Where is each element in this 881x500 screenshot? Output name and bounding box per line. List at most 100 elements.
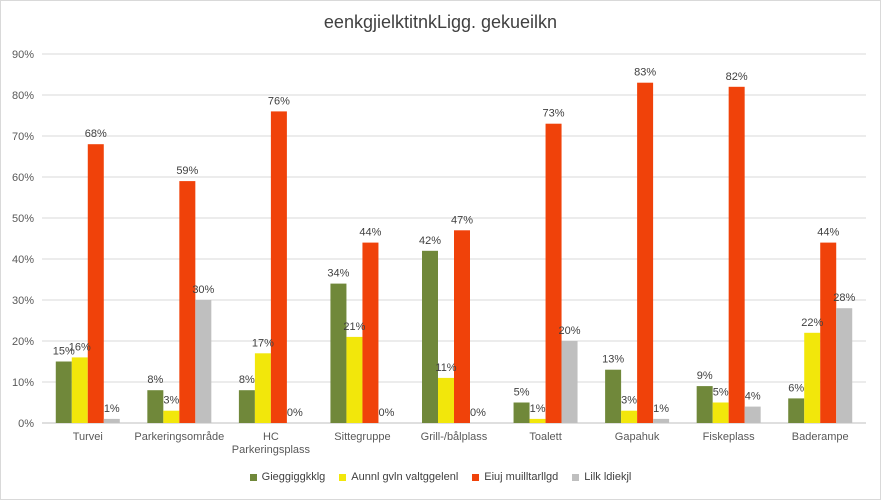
bar	[836, 308, 853, 423]
bar-chart: 15%16%68%1%8%3%59%30%8%17%76%0%34%21%44%…	[12, 49, 866, 456]
y-tick-label: 60%	[12, 172, 34, 184]
data-label: 44%	[817, 227, 839, 239]
bar	[545, 123, 562, 423]
data-label: 9%	[697, 370, 713, 382]
x-tick-label: HC Parkeringsplass	[232, 431, 311, 456]
y-tick-label: 40%	[12, 254, 34, 266]
data-label: 11%	[435, 362, 456, 374]
bar	[529, 418, 546, 423]
legend-item: Eiuj muilltarllgd	[472, 471, 558, 483]
legend-swatch	[572, 473, 580, 481]
bar	[804, 332, 821, 423]
data-label: 8%	[147, 374, 163, 386]
bar	[254, 353, 271, 423]
bar	[696, 386, 713, 423]
data-label: 73%	[543, 108, 565, 120]
legend-item: Aunnl gvln valtggelenl	[339, 471, 458, 483]
data-label: 76%	[268, 95, 290, 107]
bar	[179, 181, 196, 423]
bar	[728, 86, 745, 424]
legend: Gieggiggkklg Aunnl gvln valtggelenl Eiuj m…	[0, 471, 881, 483]
x-tick-label: Baderampe	[792, 431, 849, 443]
bar	[103, 418, 120, 423]
y-tick-label: 90%	[12, 49, 34, 61]
data-label: 83%	[634, 67, 656, 79]
x-tick-label: Toalett	[529, 431, 561, 443]
x-tick-label: Grill-/bålplass	[421, 431, 488, 443]
bar	[744, 406, 761, 423]
data-label: 0%	[287, 407, 303, 419]
legend-label: Aunnl gvln valtggelenl	[351, 471, 459, 483]
legend-swatch	[339, 473, 347, 481]
chart-title: eenkgjielktitnkLigg. gekueilkn	[323, 12, 558, 32]
bar	[653, 418, 670, 423]
data-label: 1%	[653, 403, 669, 415]
data-label: 59%	[176, 165, 198, 177]
data-label: 20%	[559, 325, 581, 337]
data-label: 21%	[343, 321, 365, 333]
data-label: 30%	[192, 284, 214, 296]
y-tick-label: 30%	[12, 295, 34, 307]
bar	[605, 369, 622, 423]
bar	[438, 377, 454, 423]
data-label: 28%	[833, 292, 855, 304]
x-tick-label: Turvei	[73, 431, 103, 443]
y-tick-label: 10%	[12, 377, 34, 389]
data-label: 17%	[252, 337, 274, 349]
y-tick-label: 0%	[18, 418, 34, 430]
data-label: 42%	[419, 235, 441, 247]
data-label: 68%	[85, 128, 107, 140]
bar	[55, 361, 72, 423]
legend-label: Eiuj muilltarllgd	[484, 471, 559, 483]
data-label: 1%	[530, 403, 546, 415]
legend-swatch	[472, 473, 480, 481]
bar	[330, 283, 347, 423]
x-tick-label: Parkeringsområde	[134, 431, 224, 443]
data-label: 8%	[239, 374, 255, 386]
bar	[422, 250, 438, 423]
legend-swatch	[249, 473, 257, 481]
data-label: 1%	[104, 403, 120, 415]
x-tick-label: Sittegruppe	[334, 431, 390, 443]
data-label: 16%	[69, 341, 91, 353]
bar	[712, 402, 729, 423]
bar	[163, 410, 180, 423]
data-label: 0%	[470, 407, 486, 419]
bar	[195, 300, 212, 423]
data-label: 3%	[163, 395, 179, 407]
y-tick-label: 80%	[12, 90, 34, 102]
data-label: 5%	[514, 387, 530, 399]
y-tick-label: 70%	[12, 131, 34, 143]
bar	[87, 144, 104, 423]
bar	[362, 242, 379, 423]
bar	[454, 230, 470, 423]
y-tick-label: 20%	[12, 336, 34, 348]
data-label: 6%	[788, 382, 804, 394]
legend-label: Lilk ldiekjl	[584, 471, 632, 483]
bar	[270, 111, 287, 424]
y-tick-label: 50%	[12, 213, 34, 225]
x-tick-label: Fiskeplass	[703, 431, 755, 443]
legend-item: Gieggiggkklg	[249, 471, 326, 483]
x-tick-label: Gapahuk	[615, 431, 660, 443]
bar	[71, 357, 88, 423]
bar	[561, 341, 578, 423]
bar	[637, 82, 654, 423]
data-label: 22%	[801, 317, 823, 329]
bar	[238, 390, 255, 423]
data-label: 13%	[602, 354, 624, 366]
legend-label: Gieggiggkklg	[261, 471, 326, 483]
data-label: 82%	[726, 71, 748, 83]
data-label: 3%	[621, 395, 637, 407]
bar	[346, 336, 363, 423]
data-label: 34%	[327, 268, 349, 280]
data-label: 15%	[53, 346, 75, 358]
data-label: 5%	[713, 387, 729, 399]
bar	[147, 390, 164, 423]
bar	[788, 398, 805, 423]
bar	[621, 410, 638, 423]
bar	[513, 402, 530, 423]
legend-item: Lilk ldiekjl	[572, 471, 631, 483]
data-label: 47%	[451, 214, 473, 226]
data-label: 4%	[745, 391, 761, 403]
